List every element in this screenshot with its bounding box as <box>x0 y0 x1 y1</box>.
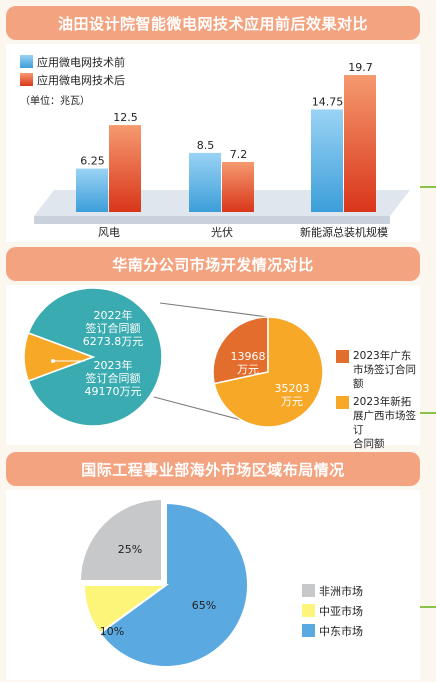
pie3-legend-item-africa: 非洲市场 <box>302 582 363 602</box>
pie3-legend-item-middle-east: 中东市场 <box>302 622 363 642</box>
bar-category-label: 新能源总装机规模 <box>300 225 388 239</box>
accent-line-2 <box>420 412 436 414</box>
legend-swatch-before <box>20 55 33 68</box>
pie-comparison-chart: 2022年签订合同额 6273.8万元 2023年签订合同额 49170万元 13968… <box>23 287 324 428</box>
bar-platform-front <box>34 216 390 224</box>
pie3-percent-label: 65% <box>192 599 216 612</box>
pie2-legend-item-guangdong: 2023年广东 市场签订合同额 <box>336 349 420 391</box>
pie2-right-slice-1 <box>213 316 324 428</box>
pie3-legend-label-middle-east: 中东市场 <box>319 625 363 638</box>
pie2-left-slice-2023 <box>27 287 163 427</box>
pie3-percent-label: 25% <box>118 543 142 556</box>
bar-value-label: 7.2 <box>230 148 248 161</box>
bar-value-label: 8.5 <box>197 139 215 152</box>
pie2-right-label-guangxi: 35203 万元 <box>275 382 310 408</box>
pie3-slice-0 <box>78 497 163 582</box>
legend-label-after: 应用微电网技术后 <box>37 74 125 87</box>
section2-title: 华南分公司市场开发情况对比 <box>112 255 314 274</box>
pie3-percent-label: 10% <box>100 625 124 638</box>
pie2-connector-top <box>159 302 269 318</box>
pie3-legend-swatch-middle-east <box>302 624 315 637</box>
pie3-legend-label-africa: 非洲市场 <box>319 585 363 598</box>
bar-category-label: 风电 <box>98 226 120 239</box>
bar-legend: 应用微电网技术前 应用微电网技术后 （单位：兆瓦） <box>20 55 125 109</box>
bar-after-0 <box>109 125 141 212</box>
pie3-slice-2 <box>82 584 170 635</box>
pie3-legend-label-central-asia: 中亚市场 <box>319 605 363 618</box>
bar-before-2 <box>311 109 343 212</box>
pie2-left-label-2023: 2023年签订合同额 49170万元 <box>85 358 142 398</box>
pie2-legend-item-guangxi: 2023年新拓 展广西市场签订 合同额 <box>336 395 420 451</box>
pie3-legend-item-central-asia: 中亚市场 <box>302 602 363 622</box>
bar-chart: 6.25 12.5 风电 8.5 7.2 光伏 14.75 19.7 新能源总装机规模 <box>34 61 410 239</box>
pie2-left-slice-2022 <box>23 332 96 382</box>
bar-value-label: 6.25 <box>80 155 105 168</box>
pie2-right-slice-0 <box>212 316 269 385</box>
section3-panel: 25% 65% 10% 非洲市场 中亚市场 中东市场 <box>6 490 420 680</box>
pie3-legend-swatch-central-asia <box>302 604 315 617</box>
bar-category-label: 光伏 <box>211 225 233 239</box>
section1-title: 油田设计院智能微电网技术应用前后效果对比 <box>57 14 368 33</box>
legend-label-before: 应用微电网技术前 <box>37 56 125 69</box>
section1-panel: 6.25 12.5 风电 8.5 7.2 光伏 14.75 19.7 新能源总装机规模 应用微电… <box>6 44 420 242</box>
bar-after-1 <box>222 161 254 212</box>
pie3-legend: 非洲市场 中亚市场 中东市场 <box>302 582 363 642</box>
bar-legend-item-after: 应用微电网技术后 <box>20 73 125 88</box>
bar-before-1 <box>189 152 221 212</box>
accent-line-1 <box>420 186 436 188</box>
bar-legend-item-before: 应用微电网技术前 <box>20 55 125 70</box>
bar-value-label: 14.75 <box>312 95 344 108</box>
section3-title-banner: 国际工程事业部海外市场区域布局情况 <box>6 452 420 486</box>
bar-after-2 <box>344 75 376 213</box>
pie2-legend-label-1: 2023年广东 市场签订合同额 <box>353 350 416 390</box>
pie2-left-label-2022: 2022年签订合同额 6273.8万元 <box>83 308 144 348</box>
pie2-legend-label-2: 2023年新拓 展广西市场签订 合同额 <box>353 396 416 450</box>
section1-title-banner: 油田设计院智能微电网技术应用前后效果对比 <box>6 6 420 40</box>
pie3-legend-swatch-africa <box>302 584 315 597</box>
bar-unit-label: （单位：兆瓦） <box>20 96 90 107</box>
bar-value-label: 19.7 <box>348 61 373 74</box>
pie2-legend: 2023年广东 市场签订合同额 2023年新拓 展广西市场签订 合同额 <box>336 349 420 451</box>
pie2-left-pointer-dot <box>51 359 55 363</box>
section3-title: 国际工程事业部海外市场区域布局情况 <box>81 460 345 479</box>
section2-panel: 2022年签订合同额 6273.8万元 2023年签订合同额 49170万元 13968… <box>6 285 420 450</box>
bar-before-0 <box>76 168 108 212</box>
pie2-legend-swatch-1 <box>336 350 349 363</box>
accent-line-3 <box>420 606 436 608</box>
legend-swatch-after <box>20 73 33 86</box>
bar-value-label: 12.5 <box>113 111 138 124</box>
market-region-pie: 25% 65% 10% <box>78 497 249 668</box>
pie2-right-label-guangdong: 13968 万元 <box>231 350 266 376</box>
section2-title-banner: 华南分公司市场开发情况对比 <box>6 247 420 281</box>
pie3-slice-1 <box>98 501 249 668</box>
pie2-legend-swatch-2 <box>336 396 349 409</box>
